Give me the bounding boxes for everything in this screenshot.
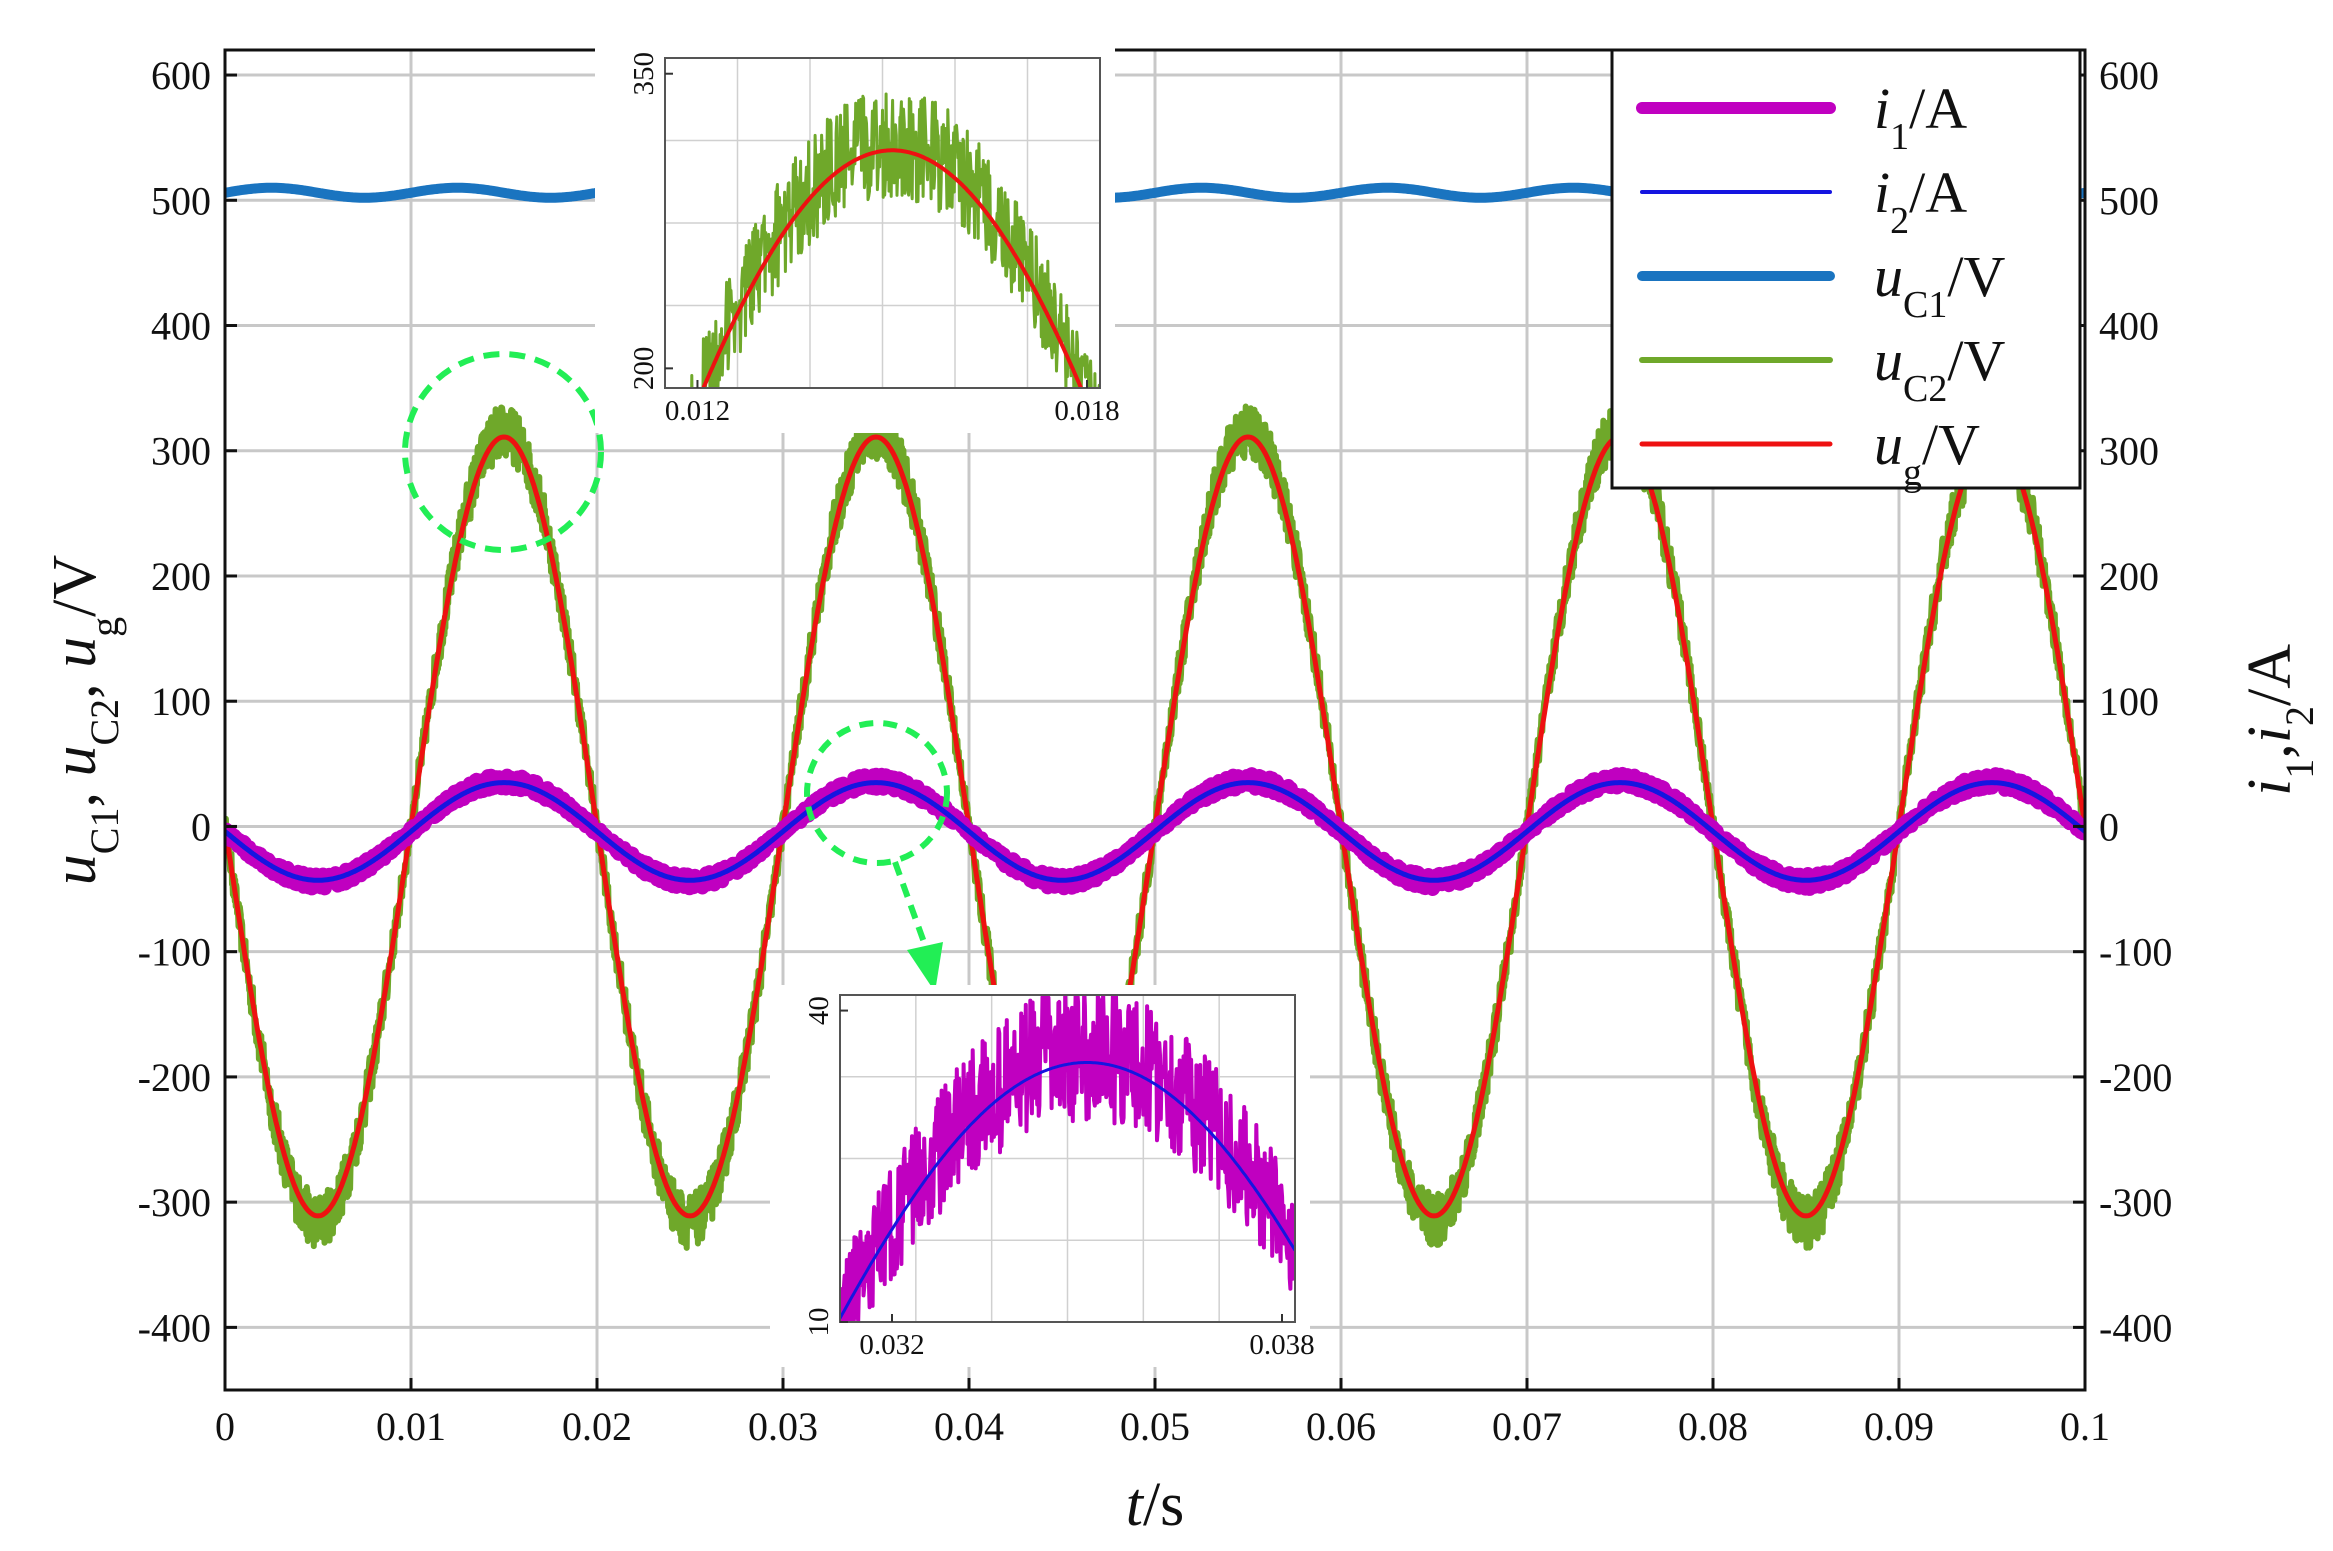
highlight-circle-uc2 (402, 351, 604, 553)
x-label-var: t (1126, 1471, 1145, 1539)
y-tick-label-right: 300 (2099, 429, 2159, 474)
yl-unit: /V (41, 555, 109, 617)
yr-sep: , (2236, 743, 2304, 759)
y-tick-label-right: -300 (2099, 1180, 2172, 1225)
series-line-i2 (225, 780, 2085, 883)
y-tick-label-left: 400 (151, 304, 211, 349)
y-tick-label-right: 600 (2099, 53, 2159, 98)
y-tick-label-right: -400 (2099, 1305, 2172, 1350)
arrow-head-current (907, 942, 943, 992)
y-tick-label-right: 200 (2099, 554, 2159, 599)
y-tick-label-right: 100 (2099, 679, 2159, 724)
y-tick-label-right: 400 (2099, 304, 2159, 349)
inset-y-tick-label: 40 (803, 996, 835, 1025)
x-axis-label: t/s (1126, 1471, 1185, 1539)
y-axis-label-right: i1,i2/A (2236, 644, 2322, 796)
main-ticks: 0 0.01 0.02 0.03 0.04 0.05 0.06 0.07 0.08 0.09 0.1… (138, 53, 2173, 1449)
inset-line-i2 (840, 1061, 1295, 1320)
yl-u1: u (41, 854, 109, 885)
inset-frame (664, 57, 1101, 389)
x-tick-label: 0.08 (1678, 1404, 1748, 1449)
y-tick-label-left: 600 (151, 53, 211, 98)
y-tick-label-left: 300 (151, 429, 211, 474)
x-tick-label: 0.03 (748, 1404, 818, 1449)
yl-sep2: , (41, 668, 109, 699)
inset-uc2-zoom: 0.012 0.018 350 200 (595, 48, 1120, 433)
y-tick-label-left: -400 (138, 1305, 211, 1350)
x-tick-label: 0 (215, 1404, 235, 1449)
legend-box (1610, 48, 2082, 490)
x-tick-label: 0.09 (1864, 1404, 1934, 1449)
inset-y-tick-label: 10 (803, 1308, 835, 1337)
x-tick-label: 0.04 (934, 1404, 1004, 1449)
inset-line-uC2 (686, 92, 1100, 388)
y-axis-label-left: uC1, uC2, ug/V (41, 555, 127, 886)
y-tick-label-left: -200 (138, 1055, 211, 1100)
inset-x-tick-label: 0.032 (859, 1329, 924, 1361)
legend-label-i2: i2/A (1874, 160, 1967, 242)
x-tick-label: 0.05 (1120, 1404, 1190, 1449)
main-series (225, 182, 2085, 1251)
y-tick-label-right: -200 (2099, 1055, 2172, 1100)
yl-u3: u (41, 637, 109, 668)
inset-series (840, 995, 1295, 1322)
inset-y-tick-label: 350 (628, 52, 660, 96)
yl-sub-g: g (82, 617, 127, 637)
legend-label-i1: i1/A (1874, 76, 1967, 158)
x-tick-label: 0.1 (2060, 1404, 2110, 1449)
yr-i1: i (2236, 779, 2304, 796)
x-label-unit: /s (1143, 1471, 1184, 1539)
inset-line-i1 (840, 995, 1295, 1322)
x-tick-label: 0.06 (1306, 1404, 1376, 1449)
inset-x-tick-label: 0.018 (1054, 395, 1119, 427)
yl-sep1: , (41, 777, 109, 808)
yl-sub-c1: C1 (82, 808, 127, 855)
inset-x-tick-label: 0.038 (1249, 1329, 1314, 1361)
yr-unit: /A (2236, 644, 2304, 706)
yr-i2: i (2236, 726, 2304, 743)
highlight-circle-current (804, 720, 950, 866)
yr-sub-1: 1 (2277, 759, 2322, 779)
x-tick-label: 0.02 (562, 1404, 632, 1449)
legend-label-uC1: uC1/V (1874, 244, 2005, 326)
legend-label-ug: ug/V (1874, 412, 1980, 494)
yr-sub-2: 2 (2277, 706, 2322, 726)
highlight-arrow-current (892, 860, 928, 947)
y-tick-label-left: 200 (151, 554, 211, 599)
x-tick-label: 0.01 (376, 1404, 446, 1449)
y-tick-label-left: 500 (151, 178, 211, 223)
y-tick-label-left: -100 (138, 930, 211, 975)
inset-current-zoom: 0.032 0.038 40 10 (770, 985, 1315, 1367)
y-tick-label-right: -100 (2099, 930, 2172, 975)
y-tick-label-left: 100 (151, 679, 211, 724)
yl-u2: u (41, 746, 109, 777)
inset-series (686, 92, 1100, 388)
y-tick-label-left: -300 (138, 1180, 211, 1225)
legend-label-uC2: uC2/V (1874, 328, 2005, 410)
inset-y-tick-label: 200 (628, 347, 660, 391)
x-tick-label: 0.07 (1492, 1404, 1562, 1449)
y-tick-label-left: 0 (191, 804, 211, 849)
inset-frame (839, 994, 1296, 1323)
y-tick-label-right: 500 (2099, 178, 2159, 223)
inset-x-tick-label: 0.012 (665, 395, 730, 427)
inset-line-ug (701, 148, 1084, 388)
y-tick-label-right: 0 (2099, 804, 2119, 849)
yl-sub-c2: C2 (82, 699, 127, 746)
